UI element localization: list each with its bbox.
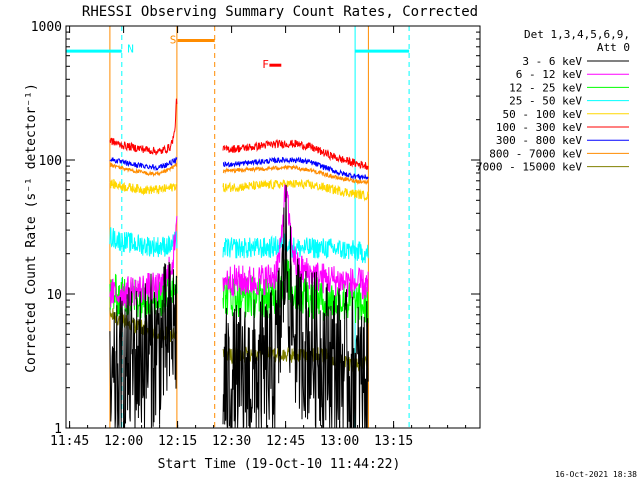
legend-header-line-1: Det 1,3,4,5,6,9,	[524, 28, 630, 41]
y-tick-label-1: 10	[46, 288, 62, 303]
legend-label-4: 25 - 50 keV	[509, 95, 582, 108]
flag-label-f: F	[262, 58, 269, 71]
axes: 11:45 12:00 12:15 12:30 12:45 13:00 13:15 1 10 10…	[31, 20, 480, 449]
legend-header-line-2: Att 0	[597, 41, 630, 54]
series-line-5-part-2	[222, 178, 369, 202]
plot-frame	[65, 25, 481, 429]
x-tick-label-1: 12:00	[104, 434, 143, 449]
y-axis-label: Corrected Count Rate (s⁻¹ detector⁻¹)	[24, 83, 39, 373]
y-tick-label-2: 100	[39, 154, 62, 169]
x-tick-label-6: 13:15	[374, 434, 413, 449]
flag-label-s: S	[170, 34, 177, 47]
legend-label-7: 300 - 800 keV	[496, 134, 582, 147]
legend-label-8: 800 - 7000 keV	[489, 147, 582, 160]
legend-label-1: 3 - 6 keV	[522, 55, 582, 68]
x-tick-label-2: 12:15	[158, 434, 197, 449]
legend-label-5: 50 - 100 keV	[503, 108, 583, 121]
plot-area: NSF 11:45 12:00 12:15 12:30 12:45 13:00 13:151…	[31, 20, 481, 449]
legend-label-9: 7000 - 15000 keV	[476, 161, 582, 174]
x-tick-label-3: 12:30	[212, 434, 251, 449]
y-tick-label-3: 1000	[31, 20, 62, 35]
series-line-7-part-1	[109, 156, 178, 172]
series-line-6-part-2	[222, 138, 369, 170]
legend-label-3: 12 - 25 keV	[509, 81, 582, 94]
series-line-8-part-1	[109, 162, 178, 178]
x-tick-label-0: 11:45	[50, 434, 89, 449]
x-axis-label: Start Time (19-Oct-10 11:44:22)	[158, 457, 401, 472]
series-line-4-part-1	[109, 227, 178, 258]
legend-label-2: 6 - 12 keV	[516, 68, 583, 81]
series-line-1-part-2	[222, 184, 369, 429]
series-line-7-part-2	[222, 156, 369, 181]
legend-label-6: 100 - 300 keV	[496, 121, 582, 134]
x-tick-label-5: 13:00	[320, 434, 359, 449]
series-line-5-part-1	[109, 178, 178, 196]
series-line-2-part-2	[222, 184, 369, 300]
flag-label-n: N	[127, 42, 134, 55]
footer-timestamp: 16-Oct-2021 18:38	[555, 470, 637, 479]
marks: N S F	[66, 26, 410, 429]
series-line-8-part-2	[222, 164, 369, 186]
x-tick-label-4: 12:45	[266, 434, 305, 449]
y-tick-label-0: 1	[54, 422, 62, 437]
series-line-6-part-1	[109, 98, 178, 156]
chart-title: RHESSI Observing Summary Count Rates, Co…	[82, 4, 478, 20]
series-line-1-part-1	[109, 261, 178, 429]
